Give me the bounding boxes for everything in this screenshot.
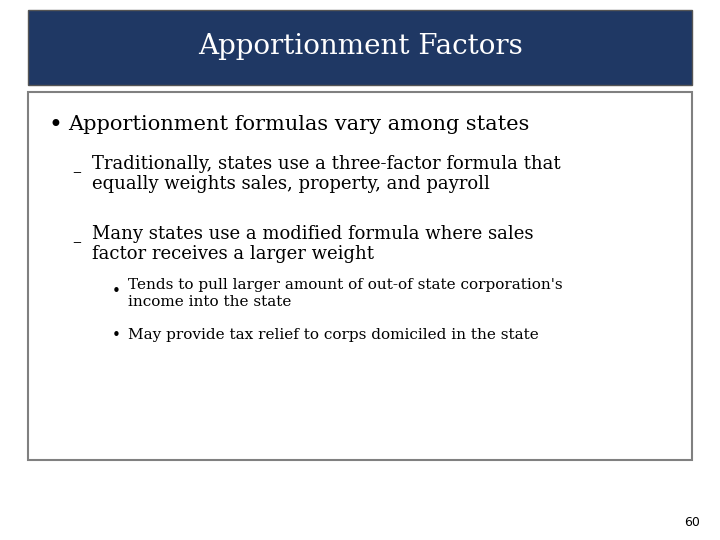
Text: Apportionment Factors: Apportionment Factors <box>197 33 523 60</box>
Text: •: • <box>112 285 121 300</box>
Text: •: • <box>48 113 62 137</box>
FancyBboxPatch shape <box>28 92 692 460</box>
Text: –: – <box>72 163 81 181</box>
Text: –: – <box>72 233 81 251</box>
Text: •: • <box>112 327 121 342</box>
Text: May provide tax relief to corps domiciled in the state: May provide tax relief to corps domicile… <box>128 328 539 342</box>
Text: 60: 60 <box>684 516 700 529</box>
Text: Many states use a modified formula where sales: Many states use a modified formula where… <box>92 225 534 243</box>
Text: Apportionment formulas vary among states: Apportionment formulas vary among states <box>68 116 529 134</box>
Text: income into the state: income into the state <box>128 295 292 309</box>
Text: Traditionally, states use a three-factor formula that: Traditionally, states use a three-factor… <box>92 155 561 173</box>
Text: Tends to pull larger amount of out-of state corporation's: Tends to pull larger amount of out-of st… <box>128 278 562 292</box>
Text: factor receives a larger weight: factor receives a larger weight <box>92 245 374 263</box>
Text: equally weights sales, property, and payroll: equally weights sales, property, and pay… <box>92 175 490 193</box>
FancyBboxPatch shape <box>28 10 692 85</box>
